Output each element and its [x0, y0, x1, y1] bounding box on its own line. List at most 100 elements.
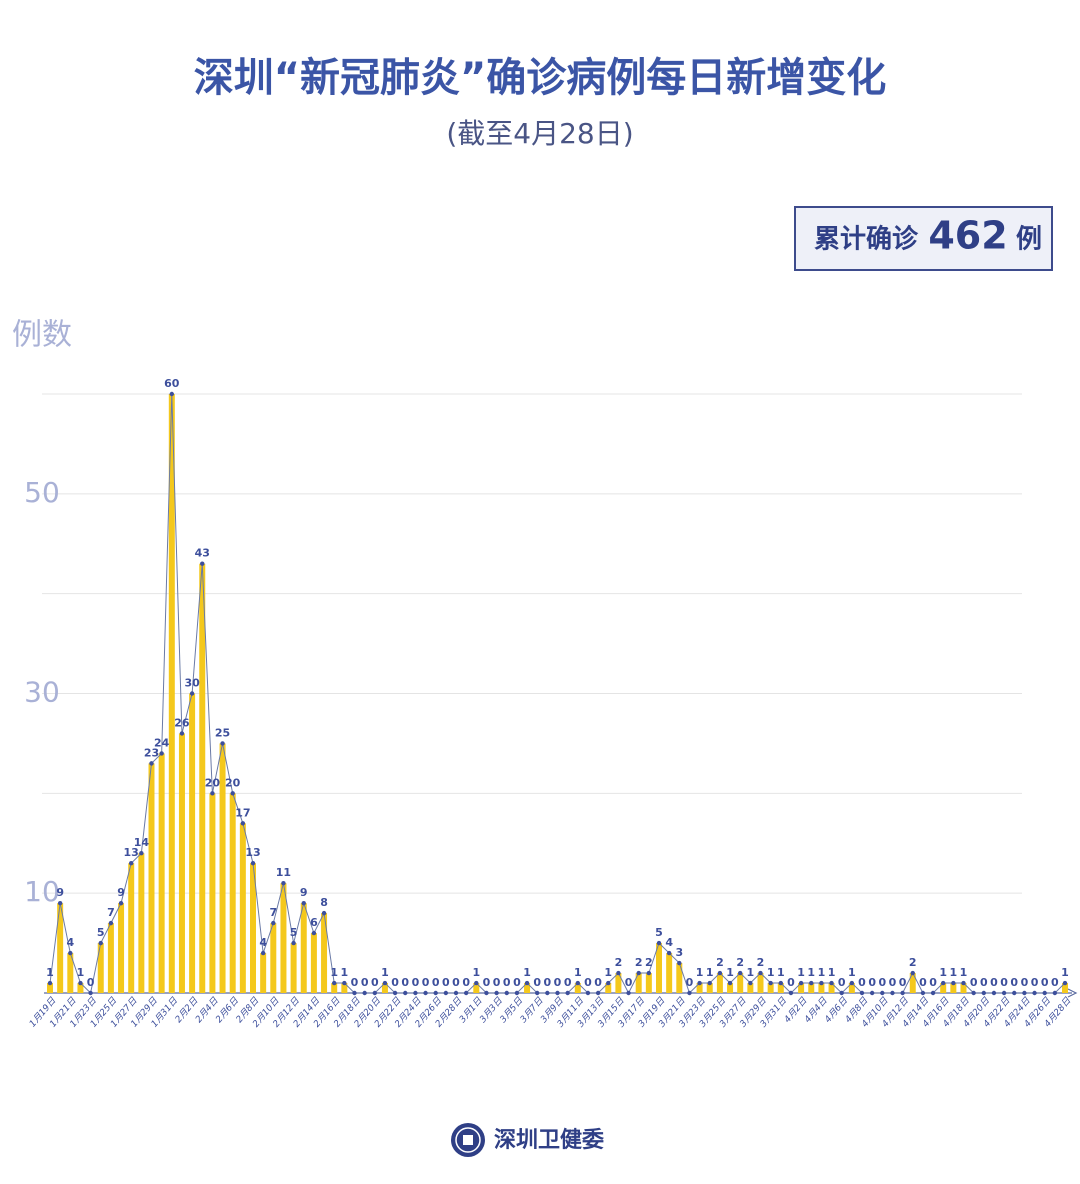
point: [382, 980, 388, 986]
value-label: 0: [503, 976, 511, 989]
value-label: 1: [960, 966, 968, 979]
point: [78, 980, 83, 986]
point: [1052, 990, 1058, 996]
point: [220, 741, 225, 746]
value-label: 0: [686, 976, 694, 989]
value-label: 1: [523, 966, 531, 979]
value-label: 26: [174, 716, 190, 729]
value-label: 0: [990, 976, 998, 989]
value-label: 1: [330, 966, 338, 979]
point: [250, 861, 256, 866]
point: [169, 391, 174, 397]
point: [910, 970, 915, 976]
value-label: 5: [290, 926, 298, 939]
point: [463, 990, 469, 996]
value-label: 0: [1010, 976, 1018, 989]
value-label: 1: [706, 966, 714, 979]
point: [849, 980, 855, 986]
value-label: 1: [939, 966, 947, 979]
point: [890, 990, 895, 996]
summary-value: 462: [928, 214, 1007, 258]
value-label: 6: [310, 916, 318, 929]
value-label: 0: [838, 976, 846, 989]
value-label: 2: [757, 956, 765, 969]
bar: [270, 923, 277, 993]
value-label: 1: [77, 966, 85, 979]
bar: [158, 753, 165, 993]
summary-label: 累计确诊: [814, 224, 919, 255]
value-label: 0: [87, 976, 95, 989]
point: [788, 990, 794, 996]
value-label: 1: [726, 966, 734, 979]
point: [575, 980, 580, 986]
bar: [950, 983, 957, 993]
bar: [381, 983, 388, 993]
point: [535, 990, 540, 996]
point: [413, 990, 418, 996]
bar: [818, 983, 825, 993]
point: [423, 990, 428, 996]
point: [362, 990, 367, 996]
summary-unit: 例: [1016, 225, 1042, 255]
point: [869, 990, 875, 996]
bar: [574, 983, 581, 993]
bar: [716, 973, 723, 993]
bar: [828, 983, 835, 993]
bar: [331, 983, 338, 993]
value-label: 20: [205, 776, 221, 789]
value-label: 0: [868, 976, 876, 989]
bar: [310, 933, 317, 993]
bar: [757, 973, 764, 993]
bar: [168, 394, 175, 993]
value-label: 9: [117, 886, 125, 899]
value-label: 1: [472, 966, 480, 979]
summary-box: [794, 206, 1053, 271]
bar: [219, 743, 226, 993]
value-label: 2: [615, 956, 623, 969]
value-label: 1: [818, 966, 826, 979]
point: [291, 940, 296, 946]
point: [271, 920, 276, 926]
point: [260, 950, 266, 956]
value-label: 0: [625, 976, 633, 989]
value-label: 1: [950, 966, 958, 979]
point: [626, 990, 631, 996]
bar: [209, 793, 216, 993]
point: [697, 980, 702, 986]
bar: [47, 983, 53, 993]
point: [930, 990, 936, 996]
point: [200, 561, 205, 566]
y-tick-label: 50: [24, 476, 60, 509]
point: [717, 970, 723, 976]
value-label: 0: [899, 976, 907, 989]
point: [819, 980, 824, 986]
point: [47, 980, 53, 986]
source-logo: [451, 1123, 485, 1157]
value-label: 0: [361, 976, 369, 989]
point: [108, 920, 114, 926]
point: [585, 990, 591, 996]
value-label: 0: [1031, 976, 1039, 989]
value-label: 1: [828, 966, 836, 979]
value-label: 23: [144, 746, 159, 759]
point: [677, 960, 682, 966]
value-label: 1: [767, 966, 775, 979]
value-label: 0: [462, 976, 470, 989]
value-label: 0: [391, 976, 399, 989]
point: [57, 900, 63, 906]
point: [1022, 990, 1027, 996]
point: [179, 731, 185, 736]
point: [240, 821, 246, 826]
point: [971, 990, 976, 996]
point: [748, 980, 753, 986]
bar: [341, 983, 348, 993]
point: [342, 980, 347, 986]
value-label: 0: [970, 976, 978, 989]
value-label: 2: [909, 956, 917, 969]
bar: [940, 983, 947, 993]
bar: [77, 983, 84, 993]
point: [758, 970, 763, 976]
point: [595, 990, 601, 996]
value-label: 1: [696, 966, 704, 979]
value-label: 1: [46, 966, 54, 979]
